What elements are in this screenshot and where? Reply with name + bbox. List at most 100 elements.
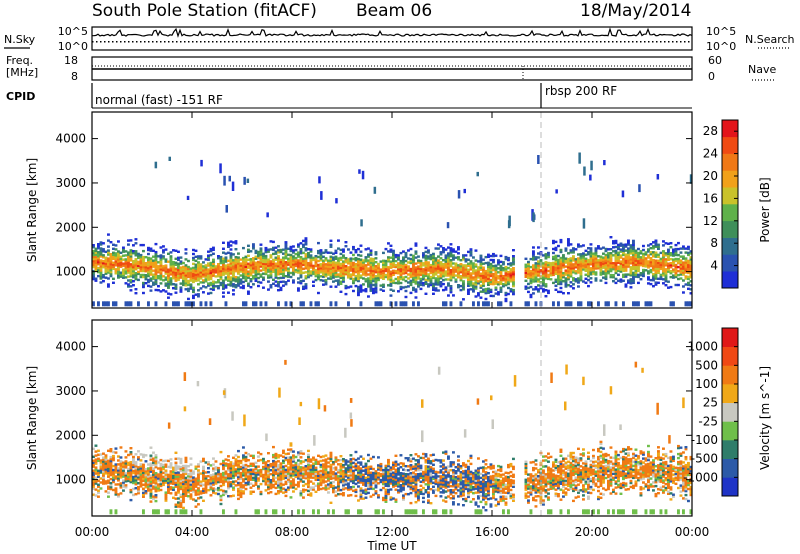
echo-cell <box>299 462 303 465</box>
echo-cell <box>257 276 260 280</box>
echo-cell <box>164 471 168 474</box>
echo-cell <box>154 460 158 463</box>
echo-cell <box>302 257 305 261</box>
echo-cell <box>102 462 105 465</box>
echo-cell <box>217 263 220 266</box>
echo-cell <box>247 250 250 253</box>
echo-cell <box>552 241 555 245</box>
echo-cell <box>607 272 610 275</box>
echo-cell <box>607 254 610 257</box>
echo-cell <box>289 472 293 475</box>
echo-cell <box>94 472 98 475</box>
echo-cell <box>682 267 685 270</box>
echo-cell <box>484 277 488 281</box>
echo-cell <box>127 463 130 467</box>
echo-cell <box>237 487 240 491</box>
echo-cell <box>177 266 180 269</box>
echo-cell <box>199 269 203 272</box>
echo-cell <box>372 283 375 287</box>
echo-cell <box>324 259 328 262</box>
echo-cell <box>564 259 568 262</box>
echo-cell <box>257 455 260 458</box>
echo-cell <box>319 263 323 266</box>
echo-cell <box>547 289 550 293</box>
echo-cell <box>142 479 145 482</box>
echo-cell <box>369 279 373 282</box>
echo-cell <box>319 265 323 268</box>
echo-cell <box>497 263 500 266</box>
echo-cell <box>637 269 640 273</box>
cpid-segment-1: normal (fast) -151 RF <box>95 93 223 107</box>
echo-cell <box>129 478 133 482</box>
echo-cell <box>507 280 510 284</box>
echo-cell <box>547 275 550 279</box>
echo-cell <box>112 265 115 268</box>
echo-cell <box>452 266 455 269</box>
echo-cell <box>154 488 158 491</box>
echo-cell <box>487 277 490 280</box>
echo-cell <box>134 467 138 470</box>
echo-cell <box>234 462 238 465</box>
noise-search-dot <box>540 41 542 43</box>
echo-cell <box>129 267 133 270</box>
echo-cell <box>689 266 693 269</box>
echo-cell <box>612 250 615 253</box>
echo-cell <box>182 261 185 265</box>
echo-cell <box>360 219 363 227</box>
echo-cell <box>284 261 288 264</box>
echo-cell <box>684 269 688 272</box>
echo-cell <box>292 486 295 489</box>
echo-cell <box>364 272 368 275</box>
echo-cell <box>154 278 158 282</box>
echo-cell <box>227 473 230 476</box>
echo-cell <box>332 274 335 277</box>
echo-cell <box>287 460 290 463</box>
echo-cell <box>512 290 515 294</box>
noise-search-dot <box>616 41 618 43</box>
echo-cell <box>572 265 575 268</box>
echo-cell <box>179 473 183 477</box>
echo-cell <box>117 264 120 267</box>
echo-cell <box>689 301 693 307</box>
echo-cell <box>687 247 690 251</box>
echo-cell <box>104 256 108 259</box>
echo-cell <box>592 260 595 263</box>
echo-cell <box>614 301 618 307</box>
echo-cell <box>554 288 558 291</box>
echo-cell <box>274 492 278 496</box>
echo-cell <box>177 501 180 504</box>
echo-cell <box>259 249 263 252</box>
echo-cell <box>117 483 120 486</box>
echo-cell <box>249 492 253 495</box>
echo-cell <box>92 244 95 247</box>
echo-cell <box>214 267 218 270</box>
echo-cell <box>239 487 243 491</box>
echo-cell <box>314 490 318 493</box>
echo-cell <box>302 301 305 307</box>
echo-cell <box>537 288 540 291</box>
echo-cell <box>192 270 195 274</box>
echo-cell <box>437 283 440 286</box>
echo-cell <box>254 277 258 280</box>
echo-cell <box>369 265 373 268</box>
echo-cell <box>529 275 533 279</box>
echo-cell <box>154 482 158 485</box>
echo-cell <box>149 273 153 276</box>
echo-cell <box>364 258 368 261</box>
echo-cell <box>637 255 640 259</box>
echo-cell <box>567 238 570 241</box>
echo-cell <box>542 282 545 285</box>
echo-cell <box>164 264 168 267</box>
echo-cell <box>389 270 393 273</box>
echo-cell <box>529 293 533 297</box>
echo-cell <box>104 272 108 275</box>
echo-cell <box>339 276 343 280</box>
echo-cell <box>632 277 635 281</box>
echo-cell <box>589 251 593 254</box>
echo-cell <box>472 278 475 281</box>
echo-cell <box>259 301 263 307</box>
echo-cell <box>559 262 563 266</box>
echo-cell <box>169 281 173 284</box>
echo-cell <box>619 262 623 265</box>
echo-cell <box>179 260 183 263</box>
